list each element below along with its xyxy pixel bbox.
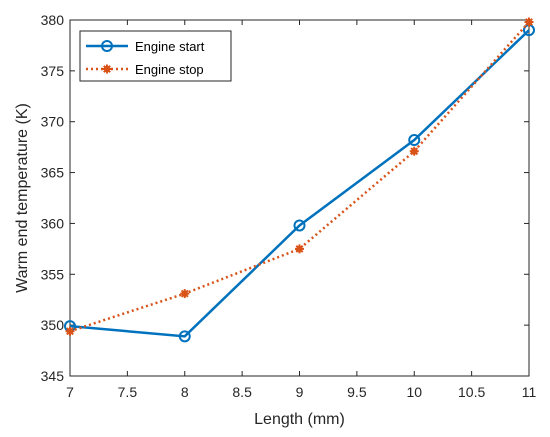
legend-label: Engine stop	[135, 62, 204, 77]
x-tick-label: 7	[66, 384, 74, 400]
series-line	[69, 21, 530, 333]
x-tick-label: 11	[522, 384, 537, 400]
data-point	[408, 134, 421, 147]
data-point	[65, 326, 75, 336]
legend-label: Engine start	[135, 39, 205, 54]
y-axis-label: Warm end temperature (K)	[14, 103, 31, 293]
x-tick-label: 9	[296, 384, 304, 400]
x-tick-label: 10	[406, 384, 422, 400]
y-axis-ticks: 345 350 355 360 365 370 375 380	[41, 12, 529, 384]
x-axis-ticks: 7 7.5 8 8.5 9 9.5 10 10.5 11	[66, 20, 536, 400]
y-tick-label: 365	[41, 165, 65, 181]
x-tick-label: 8	[181, 384, 189, 400]
series-layer	[64, 17, 535, 343]
x-axis-label: Length (mm)	[254, 411, 345, 428]
legend-entry: Engine start	[86, 39, 205, 54]
x-tick-label: 9.5	[347, 384, 367, 400]
data-point	[293, 219, 306, 232]
x-tick-label: 7.5	[118, 384, 138, 400]
x-tick-label: 8.5	[232, 384, 252, 400]
legend-marker	[101, 40, 113, 52]
y-tick-label: 375	[41, 63, 65, 79]
data-point	[409, 146, 419, 156]
x-tick-label: 10.5	[458, 384, 485, 400]
y-tick-label: 350	[41, 317, 65, 333]
data-point	[524, 17, 534, 27]
legend-marker	[102, 64, 112, 74]
data-point	[178, 330, 191, 343]
legend-entry: Engine stop	[86, 62, 204, 77]
y-tick-label: 380	[41, 12, 65, 28]
series-2	[65, 17, 534, 336]
y-tick-label: 345	[41, 368, 65, 384]
data-point	[295, 244, 304, 254]
legend-box	[79, 30, 232, 82]
data-point	[180, 289, 190, 299]
legend: Engine start Engine stop	[79, 30, 232, 82]
y-tick-label: 360	[41, 215, 65, 231]
y-tick-label: 355	[41, 266, 65, 282]
y-tick-label: 370	[41, 114, 65, 130]
series-line	[69, 29, 530, 338]
